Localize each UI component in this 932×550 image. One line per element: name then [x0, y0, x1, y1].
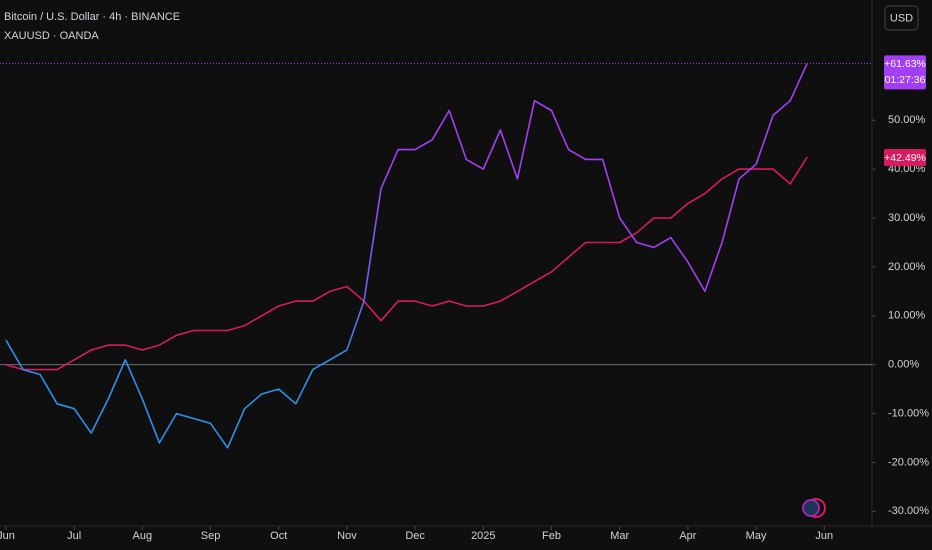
last-value-label: +61.63% [884, 58, 926, 70]
icon [802, 498, 826, 518]
series-line [5, 63, 808, 449]
x-tick-label: Mar [610, 530, 629, 542]
x-tick-label: Nov [337, 530, 357, 542]
y-tick-label: -30.00% [888, 505, 929, 517]
x-tick-label: Aug [133, 530, 153, 542]
y-tick-label: 0.00% [888, 359, 919, 371]
last-value-tag [884, 148, 926, 166]
y-tick-label: 40.00% [888, 163, 926, 175]
y-tick-label: 30.00% [888, 212, 926, 224]
y-tick-label: -20.00% [888, 456, 929, 468]
series-line [5, 156, 808, 371]
currency-label[interactable]: USD [890, 12, 913, 24]
x-tick-label: Oct [270, 530, 287, 542]
currency-button[interactable] [884, 5, 919, 31]
last-value-tag [884, 55, 926, 90]
x-tick-label: Sep [201, 530, 221, 542]
x-tick-label: Jun [815, 530, 833, 542]
y-tick-label: 50.00% [888, 114, 926, 126]
x-tick-label: Jul [67, 530, 81, 542]
chart-title: Bitcoin / U.S. Dollar · 4h · BINANCE [4, 11, 180, 23]
x-tick-label: Dec [405, 530, 425, 542]
chart-subtitle: XAUUSD · OANDA [4, 30, 99, 42]
x-tick-label: May [746, 530, 767, 542]
x-tick-label: 2025 [471, 530, 495, 542]
x-tick-label: Apr [679, 530, 696, 542]
countdown-label: 01:27:36 [885, 74, 926, 86]
y-tick-label: 20.00% [888, 261, 926, 273]
y-tick-label: -10.00% [888, 407, 929, 419]
y-tick-label: 10.00% [888, 310, 926, 322]
x-tick-label: Jun [0, 530, 15, 542]
x-tick-label: Feb [542, 530, 561, 542]
last-value-label: +42.49% [884, 152, 926, 164]
